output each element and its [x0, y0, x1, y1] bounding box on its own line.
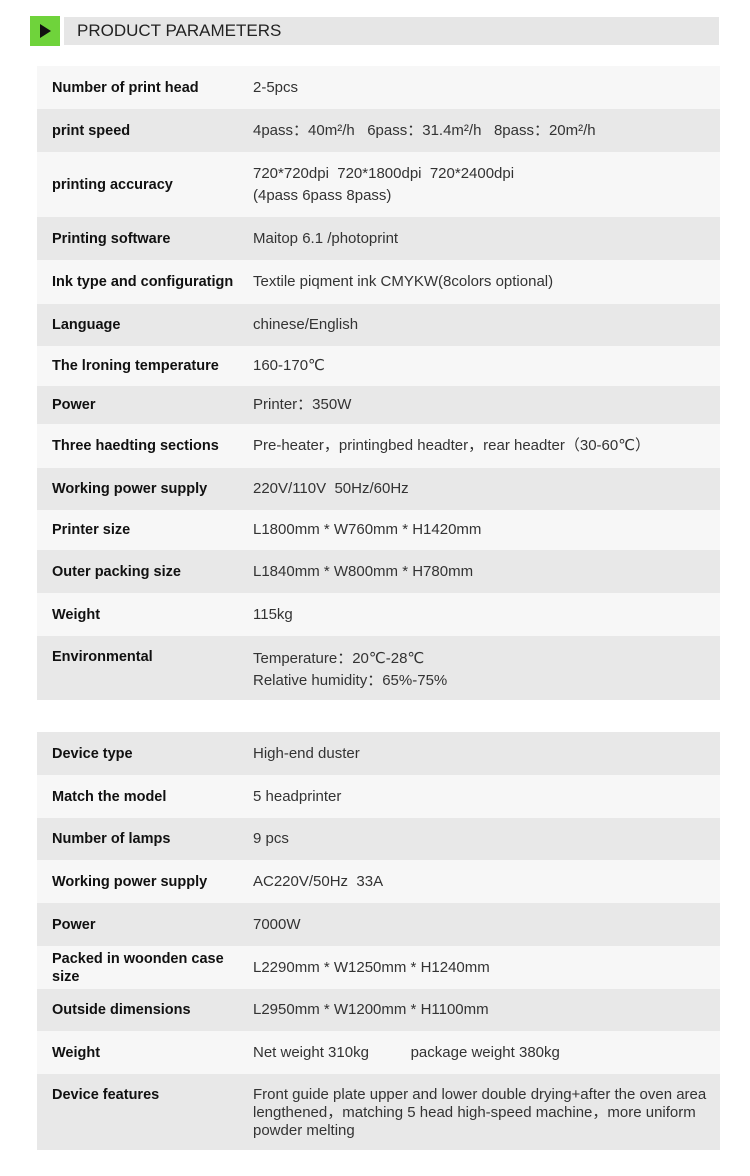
spec-value-line: 720*720dpi 720*1800dpi 720*2400dpi	[253, 164, 515, 182]
spec-value: Temperature：20℃-28℃ Relative humidity：65%…	[253, 636, 720, 700]
spec-row: Number of lamps 9 pcs	[37, 818, 720, 860]
spec-value: Textile piqment ink CMYKW(8colors option…	[253, 260, 720, 304]
spec-row: Environmental Temperature：20℃-28℃ Relative…	[37, 636, 720, 700]
spec-row: Power 7000W	[37, 903, 720, 946]
spec-label: Weight	[52, 606, 101, 623]
spec-row: Outside dimensions L2950mm * W1200mm * H1…	[37, 989, 720, 1031]
spec-value-line: Pre-heater，printingbed headter，rear head…	[253, 437, 651, 454]
spec-value: L1840mm * W800mm * H780mm	[253, 550, 720, 593]
spec-row: Weight Net weight 310kg package weight 38…	[37, 1031, 720, 1074]
spec-value-line: 4pass：40m²/h 6pass：31.4m²/h 8pass：20m²/h	[253, 121, 596, 139]
spec-row: Device type High-end duster	[37, 732, 720, 775]
spec-value: L2950mm * W1200mm * H1100mm	[253, 989, 720, 1031]
duster-specs-table: Device type High-end duster Match the mode…	[37, 732, 720, 1150]
spec-label: Working power supply	[52, 481, 208, 497]
spec-label: Three haedting sections	[52, 438, 219, 454]
section-title: PRODUCT PARAMETERS	[64, 17, 719, 45]
spec-row: Working power supply 220V/110V 50Hz/60Hz	[37, 468, 720, 510]
spec-value-line: L1800mm * W760mm * H1420mm	[253, 521, 482, 538]
spec-value-line: Front guide plate upper and lower double…	[253, 1086, 711, 1139]
spec-value: Pre-heater，printingbed headter，rear head…	[253, 424, 720, 468]
spec-label: Outer packing size	[52, 563, 181, 580]
spec-value-line: Net weight 310kg package weight 380kg	[253, 1043, 560, 1061]
spec-label: Language	[52, 317, 121, 333]
spec-value-line: AC220V/50Hz 33A	[253, 872, 384, 890]
spec-label: Environmental	[52, 649, 153, 665]
spec-label: Printer size	[52, 522, 131, 538]
spec-value-line: L1840mm * W800mm * H780mm	[253, 562, 474, 580]
spec-value: L1800mm * W760mm * H1420mm	[253, 510, 720, 550]
spec-label: Match the model	[52, 788, 167, 805]
spec-value: High-end duster	[253, 732, 720, 775]
spec-value: Front guide plate upper and lower double…	[253, 1074, 720, 1150]
spec-value-line: chinese/English	[253, 316, 359, 333]
spec-value-line: 160-170℃	[253, 357, 325, 374]
spec-row: printing accuracy 720*720dpi 720*1800dpi …	[37, 152, 720, 217]
spec-value: 4pass：40m²/h 6pass：31.4m²/h 8pass：20m²/h	[253, 109, 720, 152]
spec-row: Packed in woonden case size L2290mm * W12…	[37, 946, 720, 989]
spec-value: AC220V/50Hz 33A	[253, 860, 720, 903]
spec-row: Ink type and configuratign Textile piqmen…	[37, 260, 720, 304]
spec-value-line: Textile piqment ink CMYKW(8colors option…	[253, 273, 554, 290]
spec-row: Outer packing size L1840mm * W800mm * H78…	[37, 550, 720, 593]
spec-row: Printing software Maitop 6.1 /photoprint	[37, 217, 720, 260]
spec-value-line: (4pass 6pass 8pass)	[253, 186, 392, 204]
spec-label: Number of lamps	[52, 831, 171, 847]
spec-value: 115kg	[253, 593, 720, 636]
spec-value-line: 7000W	[253, 915, 301, 933]
spec-value: Maitop 6.1 /photoprint	[253, 217, 720, 260]
spec-row: Match the model 5 headprinter	[37, 775, 720, 818]
spec-value-line: 2-5pcs	[253, 78, 299, 96]
spec-value-line: 115kg	[253, 605, 293, 623]
spec-value-line: 9 pcs	[253, 830, 289, 847]
spec-value-line: High-end duster	[253, 744, 360, 762]
spec-label: Number of print head	[52, 79, 199, 96]
spec-row: Power Printer：350W	[37, 386, 720, 424]
spec-value: 2-5pcs	[253, 66, 720, 109]
spec-label: printing accuracy	[52, 176, 173, 193]
spec-label: Power	[52, 916, 96, 933]
spec-value: chinese/English	[253, 304, 720, 346]
spec-value-line: L2290mm * W1250mm * H1240mm	[253, 958, 490, 976]
section-header: PRODUCT PARAMETERS	[30, 16, 719, 46]
spec-label: Ink type and configuratign	[52, 274, 234, 290]
spec-row: Language chinese/English	[37, 304, 720, 346]
spec-row: Device features Front guide plate upper a…	[37, 1074, 720, 1150]
spec-row: print speed 4pass：40m²/h 6pass：31.4m²/h 8…	[37, 109, 720, 152]
spec-row: Printer size L1800mm * W760mm * H1420mm	[37, 510, 720, 550]
spec-value: 720*720dpi 720*1800dpi 720*2400dpi (4pass…	[253, 152, 720, 217]
printer-specs-table: Number of print head 2-5pcs print speed 4pa…	[37, 66, 720, 700]
spec-value-line: Relative humidity：65%-75%	[253, 672, 448, 689]
spec-label: print speed	[52, 122, 131, 139]
spec-value-line: Printer：350W	[253, 396, 352, 413]
spec-value: 5 headprinter	[253, 775, 720, 818]
spec-value: 220V/110V 50Hz/60Hz	[253, 468, 720, 510]
spec-value: 160-170℃	[253, 346, 720, 386]
spec-label: Device type	[52, 745, 133, 762]
spec-value: L2290mm * W1250mm * H1240mm	[253, 946, 720, 989]
spec-value-line: L2950mm * W1200mm * H1100mm	[253, 1001, 489, 1018]
spec-row: The lroning temperature 160-170℃	[37, 346, 720, 386]
spec-value: 7000W	[253, 903, 720, 946]
spec-row: Number of print head 2-5pcs	[37, 66, 720, 109]
spec-row: Working power supply AC220V/50Hz 33A	[37, 860, 720, 903]
play-arrow-icon	[30, 16, 60, 46]
spec-label: Working power supply	[52, 873, 208, 890]
spec-label: Power	[52, 397, 96, 413]
spec-value-line: Temperature：20℃-28℃	[253, 650, 425, 667]
spec-value: Net weight 310kg package weight 380kg	[253, 1031, 720, 1074]
spec-value-line: 5 headprinter	[253, 787, 342, 805]
spec-value: 9 pcs	[253, 818, 720, 860]
spec-label: The lroning temperature	[52, 358, 219, 374]
spec-label: Outside dimensions	[52, 1002, 191, 1018]
spec-value-line: Maitop 6.1 /photoprint	[253, 229, 399, 247]
spec-value: Printer：350W	[253, 386, 720, 424]
spec-row: Three haedting sections Pre-heater，printi…	[37, 424, 720, 468]
spec-label: Weight	[52, 1044, 101, 1061]
spec-row: Weight 115kg	[37, 593, 720, 636]
spec-value-line: 220V/110V 50Hz/60Hz	[253, 480, 409, 497]
spec-label: Device features	[52, 1087, 160, 1103]
spec-label: Packed in woonden case size	[52, 950, 224, 985]
spec-label: Printing software	[52, 230, 171, 247]
